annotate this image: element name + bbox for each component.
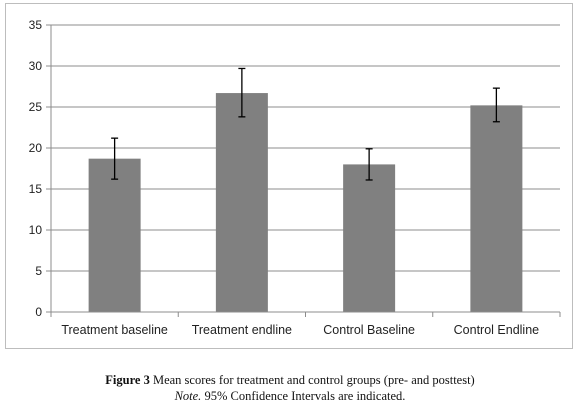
x-category-label: Control Endline [454, 323, 540, 337]
bar-chart: 0 5 10 15 20 25 30 35 Treatment baseline Treatmen… [29, 18, 561, 337]
note-label: Note. [174, 389, 202, 403]
x-category-label: Treatment baseline [61, 323, 168, 337]
axes [46, 24, 561, 317]
caption-line-1: Figure 3 Mean scores for treatment and c… [0, 372, 580, 388]
x-category-label: Treatment endline [192, 323, 292, 337]
figure-text: Mean scores for treatment and control gr… [149, 373, 475, 387]
caption-line-2: Note. 95% Confidence Intervals are indic… [0, 388, 580, 404]
figure-caption: Figure 3 Mean scores for treatment and c… [0, 372, 580, 404]
y-tick-label: 35 [29, 18, 43, 32]
bar [470, 105, 523, 312]
bars [88, 67, 523, 312]
y-tick-label: 10 [29, 223, 43, 237]
y-tick-label: 15 [29, 182, 43, 196]
y-tick-label: 0 [35, 305, 42, 319]
bar [88, 158, 141, 312]
y-tick-label: 30 [29, 59, 43, 73]
bar [343, 164, 396, 312]
y-tick-label: 25 [29, 100, 43, 114]
y-tick-label: 20 [29, 141, 43, 155]
y-tick-label: 5 [35, 264, 42, 278]
note-text: 95% Confidence Intervals are indicated. [201, 389, 406, 403]
figure-label: Figure 3 [105, 373, 150, 387]
x-category-label: Control Baseline [323, 323, 415, 337]
labels: 0 5 10 15 20 25 30 35 Treatment baseline Treatmen… [29, 18, 540, 337]
bar [215, 93, 268, 312]
